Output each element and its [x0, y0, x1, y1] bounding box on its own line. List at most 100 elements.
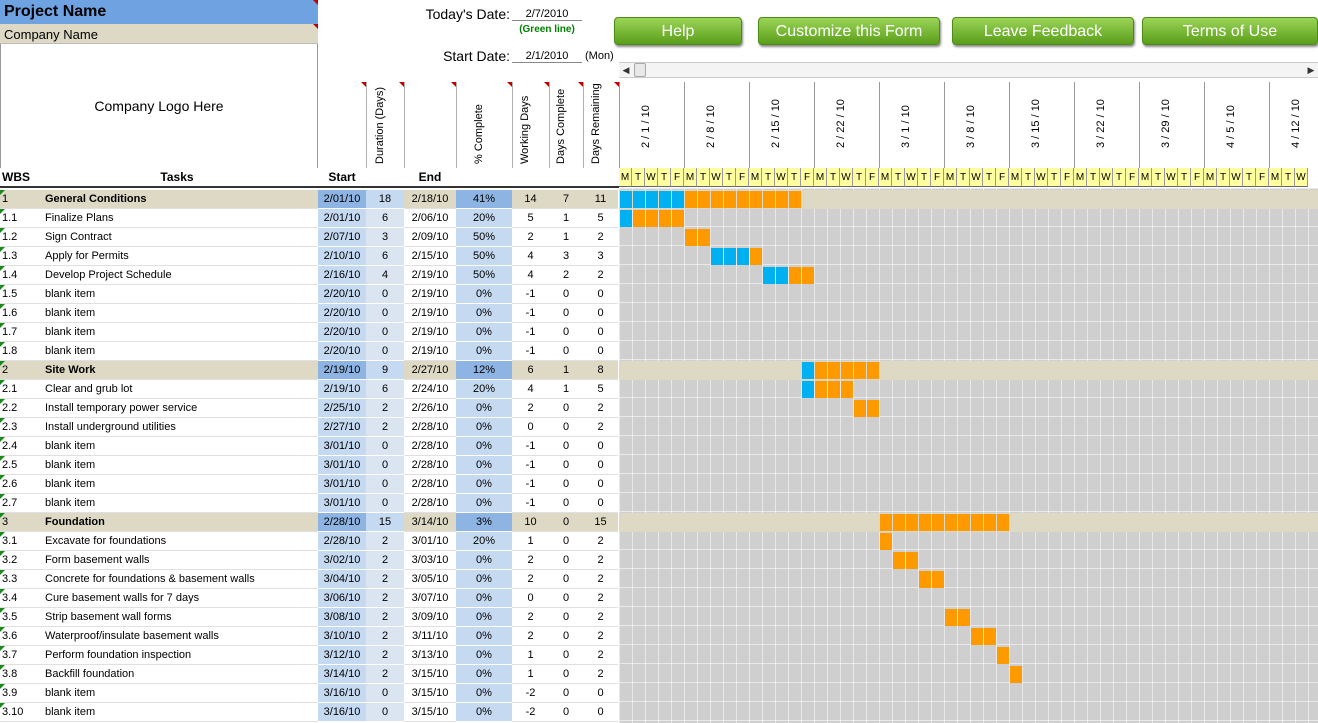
cell-task[interactable]: Form basement walls — [44, 551, 318, 570]
cell-wd[interactable]: 5 — [512, 209, 549, 228]
cell-dr[interactable]: 2 — [583, 589, 618, 608]
task-row[interactable]: 1.8 blank item 2/20/10 0 2/19/10 0% -1 0 0 — [0, 342, 1318, 361]
task-row[interactable]: 3.8 Backfill foundation 3/14/10 2 3/15/10 0% 1… — [0, 665, 1318, 684]
cell-task[interactable]: Finalize Plans — [44, 209, 318, 228]
cell-task[interactable]: Excavate for foundations — [44, 532, 318, 551]
cell-task[interactable]: Site Work — [44, 361, 318, 380]
cell-dr[interactable]: 2 — [583, 627, 618, 646]
cell-wbs[interactable]: 3.5 — [0, 608, 44, 627]
cell-start[interactable]: 2/20/10 — [318, 342, 366, 361]
cell-dr[interactable]: 2 — [583, 665, 618, 684]
cell-wd[interactable]: 14 — [512, 190, 549, 209]
scroll-left-arrow-icon[interactable]: ◀ — [622, 65, 630, 75]
cell-end[interactable]: 2/15/10 — [404, 247, 456, 266]
cell-dr[interactable]: 2 — [583, 418, 618, 437]
cell-dc[interactable]: 0 — [549, 513, 583, 532]
cell-wbs[interactable]: 2 — [0, 361, 44, 380]
cell-dur[interactable]: 2 — [366, 589, 404, 608]
cell-pct[interactable]: 41% — [456, 190, 512, 209]
customize-form-button[interactable]: Customize this Form — [758, 17, 940, 45]
cell-end[interactable]: 3/09/10 — [404, 608, 456, 627]
cell-dc[interactable]: 0 — [549, 570, 583, 589]
cell-wbs[interactable]: 1.3 — [0, 247, 44, 266]
cell-dr[interactable]: 2 — [583, 532, 618, 551]
cell-end[interactable]: 2/19/10 — [404, 285, 456, 304]
cell-start[interactable]: 2/01/10 — [318, 209, 366, 228]
cell-dur[interactable]: 2 — [366, 551, 404, 570]
cell-wd[interactable]: 4 — [512, 380, 549, 399]
cell-start[interactable]: 3/08/10 — [318, 608, 366, 627]
cell-wd[interactable]: -1 — [512, 304, 549, 323]
cell-pct[interactable]: 0% — [456, 608, 512, 627]
summary-row[interactable]: 2 Site Work 2/19/10 9 2/27/10 12% 6 1 8 — [0, 361, 1318, 380]
cell-dc[interactable]: 0 — [549, 589, 583, 608]
task-row[interactable]: 1.6 blank item 2/20/10 0 2/19/10 0% -1 0 0 — [0, 304, 1318, 323]
cell-start[interactable]: 3/16/10 — [318, 703, 366, 722]
cell-wd[interactable]: 2 — [512, 608, 549, 627]
task-row[interactable]: 2.1 Clear and grub lot 2/19/10 6 2/24/10 20% 4… — [0, 380, 1318, 399]
cell-wbs[interactable]: 3.8 — [0, 665, 44, 684]
task-row[interactable]: 1.7 blank item 2/20/10 0 2/19/10 0% -1 0 0 — [0, 323, 1318, 342]
cell-wd[interactable]: 2 — [512, 627, 549, 646]
cell-dr[interactable]: 2 — [583, 228, 618, 247]
cell-wbs[interactable]: 3.4 — [0, 589, 44, 608]
terms-of-use-button[interactable]: Terms of Use — [1142, 17, 1318, 45]
cell-dc[interactable]: 0 — [549, 627, 583, 646]
cell-pct[interactable]: 0% — [456, 589, 512, 608]
cell-task[interactable]: blank item — [44, 494, 318, 513]
task-row[interactable]: 2.2 Install temporary power service 2/25/1… — [0, 399, 1318, 418]
cell-start[interactable]: 3/02/10 — [318, 551, 366, 570]
cell-start[interactable]: 2/16/10 — [318, 266, 366, 285]
cell-task[interactable]: blank item — [44, 285, 318, 304]
cell-start[interactable]: 2/28/10 — [318, 532, 366, 551]
cell-pct[interactable]: 50% — [456, 247, 512, 266]
cell-start[interactable]: 2/25/10 — [318, 399, 366, 418]
cell-dr[interactable]: 0 — [583, 456, 618, 475]
cell-wd[interactable]: 2 — [512, 399, 549, 418]
cell-task[interactable]: Cure basement walls for 7 days — [44, 589, 318, 608]
cell-dur[interactable]: 0 — [366, 323, 404, 342]
cell-end[interactable]: 2/27/10 — [404, 361, 456, 380]
cell-wd[interactable]: -2 — [512, 684, 549, 703]
cell-end[interactable]: 2/19/10 — [404, 323, 456, 342]
cell-wd[interactable]: 4 — [512, 266, 549, 285]
cell-dc[interactable]: 0 — [549, 285, 583, 304]
cell-pct[interactable]: 0% — [456, 665, 512, 684]
cell-end[interactable]: 2/24/10 — [404, 380, 456, 399]
cell-end[interactable]: 2/26/10 — [404, 399, 456, 418]
task-row[interactable]: 2.6 blank item 3/01/10 0 2/28/10 0% -1 0 0 — [0, 475, 1318, 494]
cell-pct[interactable]: 0% — [456, 646, 512, 665]
cell-dc[interactable]: 0 — [549, 703, 583, 722]
cell-dur[interactable]: 15 — [366, 513, 404, 532]
cell-dc[interactable]: 0 — [549, 323, 583, 342]
cell-dc[interactable]: 0 — [549, 475, 583, 494]
cell-dc[interactable]: 0 — [549, 418, 583, 437]
cell-wd[interactable]: 6 — [512, 361, 549, 380]
cell-dr[interactable]: 5 — [583, 209, 618, 228]
cell-start[interactable]: 3/01/10 — [318, 456, 366, 475]
cell-task[interactable]: blank item — [44, 703, 318, 722]
cell-end[interactable]: 2/28/10 — [404, 475, 456, 494]
cell-wd[interactable]: -1 — [512, 323, 549, 342]
cell-wd[interactable]: 4 — [512, 247, 549, 266]
cell-end[interactable]: 3/01/10 — [404, 532, 456, 551]
cell-task[interactable]: blank item — [44, 304, 318, 323]
cell-wd[interactable]: 0 — [512, 589, 549, 608]
cell-wbs[interactable]: 1.7 — [0, 323, 44, 342]
cell-task[interactable]: blank item — [44, 323, 318, 342]
cell-wbs[interactable]: 3.9 — [0, 684, 44, 703]
cell-start[interactable]: 3/06/10 — [318, 589, 366, 608]
cell-end[interactable]: 2/19/10 — [404, 304, 456, 323]
cell-pct[interactable]: 0% — [456, 475, 512, 494]
cell-dc[interactable]: 0 — [549, 532, 583, 551]
cell-dc[interactable]: 2 — [549, 266, 583, 285]
cell-dur[interactable]: 2 — [366, 646, 404, 665]
cell-wd[interactable]: 2 — [512, 570, 549, 589]
cell-end[interactable]: 3/15/10 — [404, 665, 456, 684]
cell-dur[interactable]: 2 — [366, 418, 404, 437]
cell-task[interactable]: General Conditions — [44, 190, 318, 209]
cell-dr[interactable]: 0 — [583, 437, 618, 456]
cell-pct[interactable]: 0% — [456, 437, 512, 456]
cell-dr[interactable]: 0 — [583, 342, 618, 361]
leave-feedback-button[interactable]: Leave Feedback — [952, 17, 1134, 45]
